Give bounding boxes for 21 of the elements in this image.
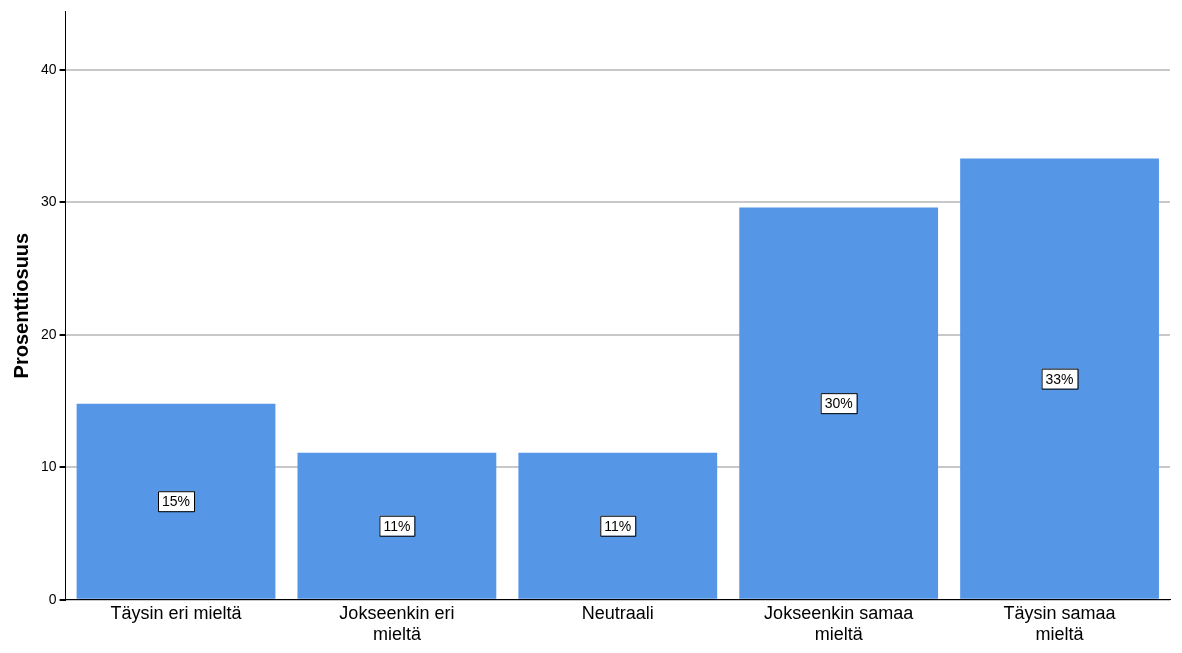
data-label: 33% [1045, 370, 1074, 387]
y-tick-label: 20 [40, 325, 57, 342]
bar [960, 158, 1159, 599]
bar [518, 452, 718, 599]
bar [739, 207, 939, 599]
y-axis-title: Prosenttiosuus [9, 232, 32, 379]
y-tick-label: 40 [40, 60, 57, 77]
x-tick-label: Jokseenkin samaa mieltä [764, 602, 915, 645]
y-tick-label: 0 [48, 590, 57, 607]
x-tick-label: Jokseenkin eri mieltä [339, 602, 455, 645]
data-label: 15% [162, 493, 191, 510]
data-label: 11% [383, 517, 411, 534]
y-tick-label: 30 [40, 193, 57, 210]
bar [297, 452, 497, 599]
bar [76, 403, 276, 599]
data-label: 11% [604, 517, 632, 534]
x-tick-label: Neutraali [581, 602, 654, 623]
x-tick-label: Täysin eri mieltä [110, 602, 243, 623]
x-tick-label: Täysin samaa mieltä [1003, 602, 1117, 645]
y-tick-label: 10 [40, 458, 57, 475]
data-label: 30% [824, 395, 853, 412]
